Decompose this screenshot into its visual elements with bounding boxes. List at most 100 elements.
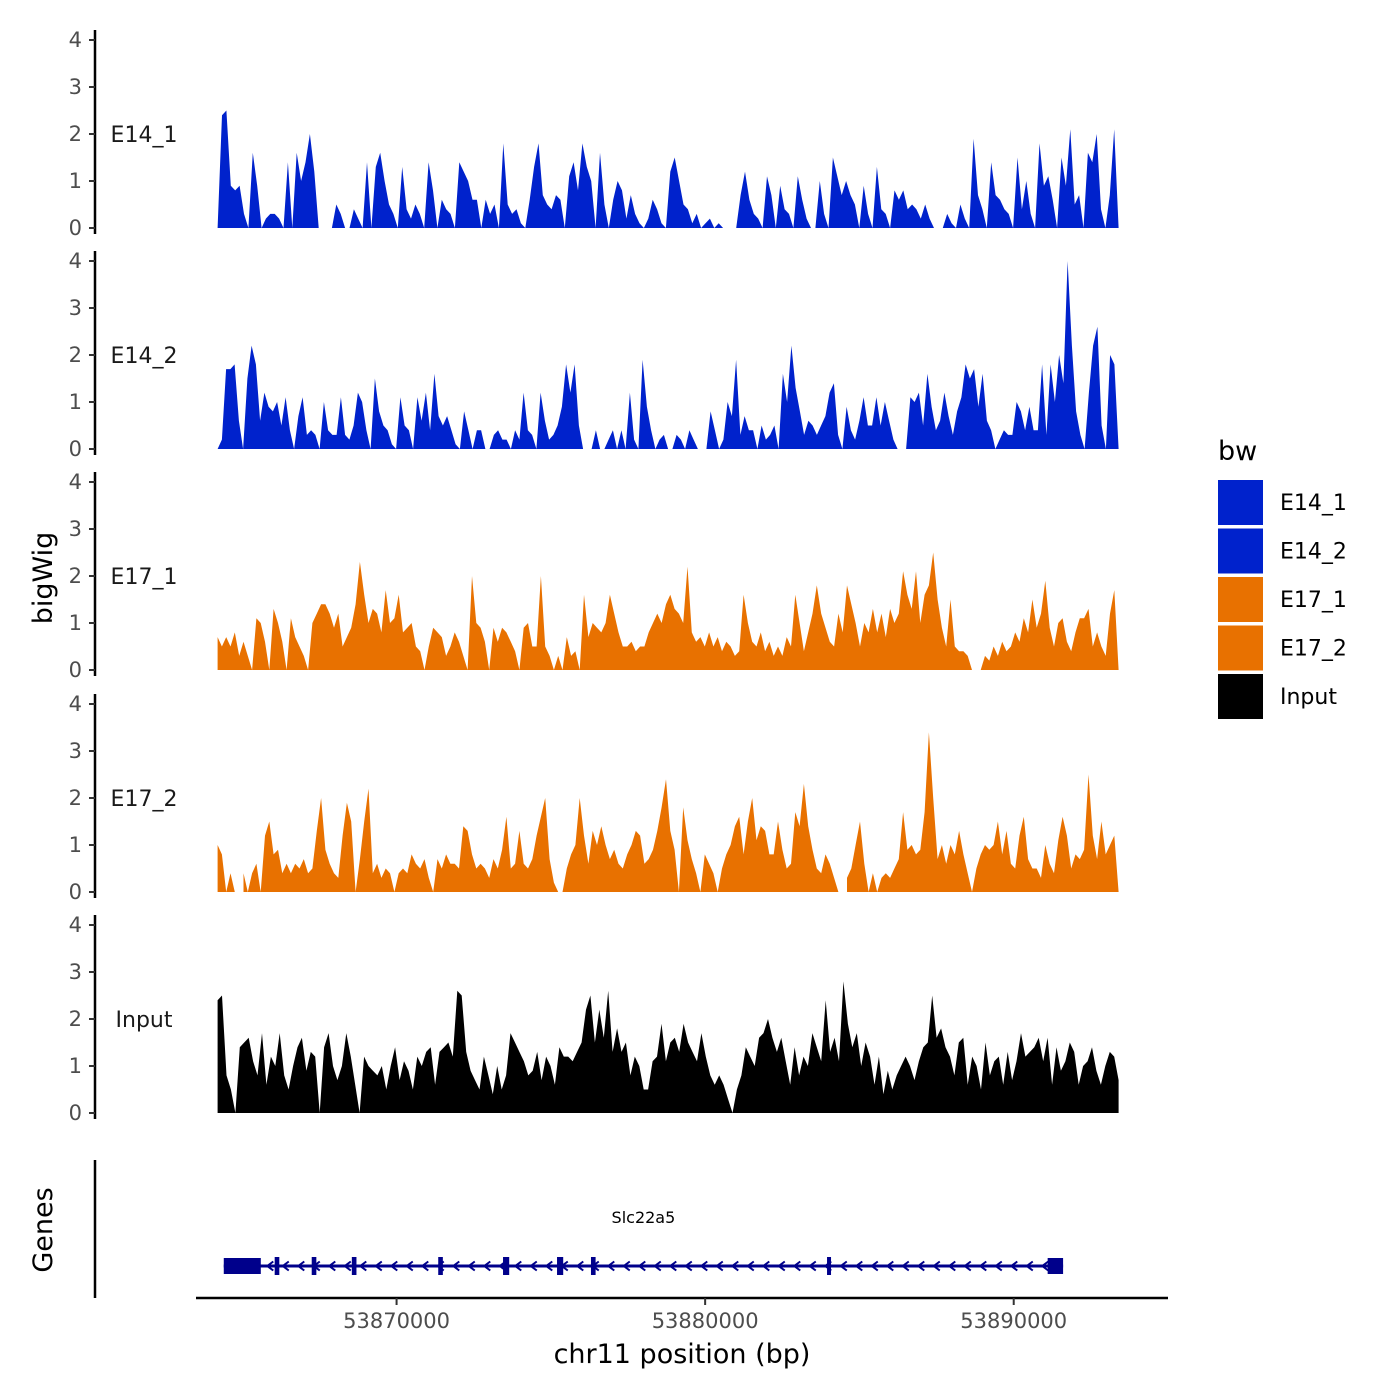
area-E14_2 <box>906 261 1119 449</box>
gene-exon <box>438 1257 443 1275</box>
legend-swatch-E14_2 <box>1218 528 1263 574</box>
area-E17_2 <box>847 732 1119 892</box>
track-label-Input: Input <box>116 1008 173 1033</box>
y-tick-label: 3 <box>69 75 82 99</box>
y-tick-label: 0 <box>69 658 82 682</box>
strand-arrow <box>1025 1260 1034 1272</box>
y-tick-label: 4 <box>69 470 82 494</box>
legend-label-E17_2: E17_2 <box>1280 637 1347 662</box>
x-tick-label: 53870000 <box>343 1309 450 1333</box>
y-tick-label: 2 <box>69 786 82 810</box>
area-E17_2 <box>243 779 839 892</box>
strand-arrow <box>653 1260 662 1272</box>
strand-arrow <box>792 1260 801 1272</box>
x-tick-label: 53880000 <box>652 1309 759 1333</box>
strand-arrow <box>467 1260 476 1272</box>
legend-label-Input: Input <box>1280 685 1337 710</box>
strand-arrow <box>885 1260 894 1272</box>
gene-exon <box>223 1258 261 1274</box>
area-E14_1 <box>331 143 934 228</box>
area-E14_1 <box>942 129 1119 228</box>
gene-exon <box>1047 1258 1064 1274</box>
strand-arrow <box>668 1260 677 1272</box>
y-tick-label: 3 <box>69 296 82 320</box>
track-label-E17_2: E17_2 <box>111 787 178 812</box>
y-tick-label: 2 <box>69 343 82 367</box>
strand-arrow <box>932 1260 941 1272</box>
gene-Slc22a5: Slc22a5 <box>223 1208 1064 1275</box>
area-E17_1 <box>217 552 973 670</box>
strand-arrow <box>327 1260 336 1272</box>
strand-arrow <box>854 1260 863 1272</box>
strand-arrow <box>405 1260 414 1272</box>
strand-arrow <box>529 1260 538 1272</box>
gene-exon <box>827 1257 832 1275</box>
strand-arrow <box>513 1260 522 1272</box>
y-tick-label: 3 <box>69 517 82 541</box>
y-tick-label: 0 <box>69 437 82 461</box>
area-E17_2 <box>217 845 235 892</box>
y-tick-label: 1 <box>69 169 82 193</box>
y-tick-label: 1 <box>69 611 82 635</box>
y-tick-label: 1 <box>69 390 82 414</box>
y-tick-label: 2 <box>69 1007 82 1031</box>
strand-arrow <box>808 1260 817 1272</box>
y-tick-label: 4 <box>69 913 82 937</box>
x-axis: 53870000 53880000 53890000 <box>196 1296 1168 1333</box>
strand-arrow <box>901 1260 910 1272</box>
legend-label-E17_1: E17_1 <box>1280 588 1347 613</box>
strand-arrow <box>994 1260 1003 1272</box>
strand-arrow <box>606 1260 615 1272</box>
gene-panel-title: Genes <box>28 1187 59 1272</box>
strand-arrow <box>746 1260 755 1272</box>
y-tick-label: 4 <box>69 249 82 273</box>
y-tick-label: 2 <box>69 122 82 146</box>
gene-exon <box>274 1257 280 1275</box>
y-tick-label: 3 <box>69 960 82 984</box>
gene-exon <box>557 1257 564 1275</box>
strand-arrow <box>420 1260 429 1272</box>
strand-arrow <box>684 1260 693 1272</box>
y-tick-label: 0 <box>69 1101 82 1125</box>
strand-arrow <box>978 1260 987 1272</box>
area-E17_1 <box>980 580 1119 670</box>
track-E14_2: 0 1 2 3 4 E14_2 <box>69 249 1119 461</box>
track-E17_1: 0 1 2 3 4 E17_1 <box>69 470 1119 682</box>
strand-arrow <box>870 1260 879 1272</box>
strand-arrow <box>1009 1260 1018 1272</box>
strand-arrow <box>1040 1260 1049 1272</box>
gene-exon <box>351 1257 357 1275</box>
strand-arrow <box>265 1260 274 1272</box>
strand-arrow <box>637 1260 646 1272</box>
legend-label-E14_2: E14_2 <box>1280 540 1347 565</box>
gene-exon <box>590 1257 596 1275</box>
strand-arrow <box>482 1260 491 1272</box>
strand-arrow <box>761 1260 770 1272</box>
y-axis-title: bigWig <box>28 532 59 625</box>
gene-exon <box>311 1257 317 1275</box>
strand-arrow <box>777 1260 786 1272</box>
y-tick-label: 0 <box>69 216 82 240</box>
strand-arrow <box>916 1260 925 1272</box>
strand-arrow <box>699 1260 708 1272</box>
strand-arrow <box>389 1260 398 1272</box>
legend-title: bw <box>1218 436 1257 467</box>
track-label-E14_1: E14_1 <box>111 123 178 148</box>
strand-arrow <box>451 1260 460 1272</box>
strand-arrow <box>963 1260 972 1272</box>
strand-arrow <box>544 1260 553 1272</box>
x-tick-label: 53890000 <box>960 1309 1067 1333</box>
strand-arrow <box>343 1260 352 1272</box>
area-E14_1 <box>217 110 319 228</box>
track-E14_1: 0 1 2 3 4 E14_1 <box>69 28 1119 240</box>
y-tick-label: 1 <box>69 1054 82 1078</box>
y-tick-label: 4 <box>69 28 82 52</box>
track-E17_2: 0 1 2 3 4 E17_2 <box>69 692 1119 904</box>
strand-arrow <box>715 1260 724 1272</box>
area-Input <box>217 981 1119 1113</box>
y-tick-label: 1 <box>69 833 82 857</box>
signal-tracks: 0 1 2 3 4 E14_1 0 1 2 3 4 E14_2 0 1 2 3 4 E17_1 0 1 2 3 4 E17_2… <box>69 28 1119 1125</box>
strand-arrow <box>622 1260 631 1272</box>
y-tick-label: 3 <box>69 739 82 763</box>
gene-exon <box>503 1257 510 1275</box>
